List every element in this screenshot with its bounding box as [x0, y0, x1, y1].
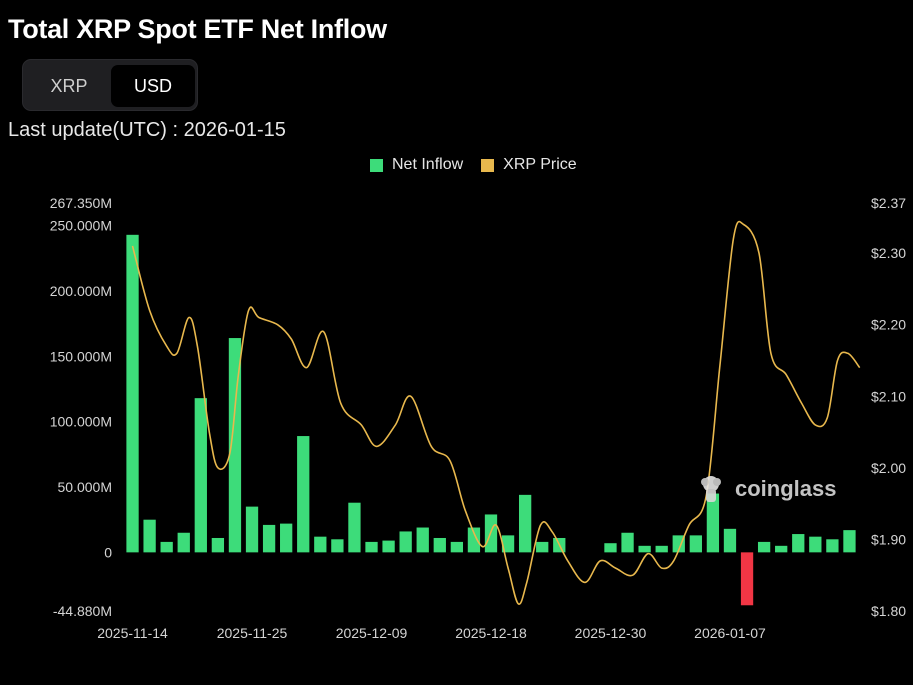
- inflow-bar: [262, 524, 276, 553]
- inflow-bar: [331, 539, 344, 553]
- x-tick-label: 2025-12-09: [336, 625, 408, 641]
- inflow-bar: [228, 338, 242, 553]
- inflow-bar: [655, 545, 668, 553]
- legend-label-net-inflow: Net Inflow: [392, 156, 464, 173]
- inflow-bar: [126, 234, 139, 553]
- inflow-bar: [536, 541, 549, 553]
- x-tick-label: 2025-11-25: [217, 625, 288, 641]
- legend-label-xrp-price: XRP Price: [503, 156, 577, 173]
- legend-swatch-net-inflow: [370, 158, 383, 172]
- inflow-bar: [297, 436, 310, 553]
- y-right-tick-label: $2.30: [871, 245, 906, 261]
- inflow-bar: [604, 543, 617, 553]
- inflow-bar: [416, 527, 429, 553]
- y-right-tick-label: $2.20: [871, 317, 906, 333]
- y-right-tick-label: $2.00: [871, 460, 906, 476]
- inflow-bar: [501, 535, 515, 553]
- inflow-bar: [706, 493, 720, 553]
- inflow-bar: [809, 536, 822, 553]
- toggle-usd-option[interactable]: USD: [111, 65, 195, 107]
- legend-item-xrp-price[interactable]: XRP Price: [481, 156, 577, 174]
- inflow-bar: [245, 506, 259, 553]
- inflow-bar: [143, 519, 156, 553]
- y-right-tick-label: $2.37: [871, 195, 906, 211]
- y-left-tick-label: 50.000M: [58, 479, 112, 495]
- inflow-bar: [399, 531, 412, 553]
- inflow-bar: [672, 535, 685, 553]
- inflow-bar: [450, 541, 464, 553]
- y-left-tick-label: 200.000M: [50, 283, 112, 299]
- y-right-tick-label: $1.90: [871, 531, 906, 547]
- inflow-bar: [757, 541, 771, 553]
- inflow-bar: [826, 539, 839, 553]
- inflow-bar: [280, 523, 293, 553]
- xrp-price-line: [131, 220, 861, 605]
- y-right-tick-label: $1.80: [871, 603, 906, 619]
- chart-legend[interactable]: Net Inflow XRP Price: [370, 155, 595, 175]
- y-left-tick-label: 267.350M: [50, 195, 112, 211]
- x-tick-label: 2026-01-07: [694, 625, 766, 641]
- inflow-bar: [382, 540, 395, 553]
- y-right-tick-label: $2.10: [871, 388, 906, 404]
- inflow-bar: [621, 532, 634, 553]
- legend-swatch-xrp-price: [481, 158, 495, 172]
- page-title: Total XRP Spot ETF Net Inflow: [8, 14, 387, 44]
- outflow-bar: [740, 552, 754, 606]
- y-left-tick-label: 100.000M: [50, 414, 112, 430]
- inflow-bar: [160, 541, 173, 553]
- inflow-bar: [211, 537, 225, 553]
- inflow-bar: [177, 532, 190, 553]
- toggle-xrp-option[interactable]: XRP: [50, 75, 88, 96]
- x-tick-label: 2025-11-14: [97, 625, 168, 641]
- inflow-bar: [348, 502, 361, 553]
- inflow-bar: [689, 535, 702, 553]
- inflow-bar: [792, 534, 805, 553]
- inflow-bar: [314, 536, 327, 553]
- inflow-bar: [638, 545, 651, 553]
- last-update-text: Last update(UTC) : 2026-01-15: [8, 119, 286, 141]
- y-left-tick-label: -44.880M: [53, 603, 112, 619]
- x-tick-label: 2025-12-18: [455, 625, 527, 641]
- legend-item-net-inflow[interactable]: Net Inflow: [370, 156, 463, 174]
- inflow-bar: [467, 527, 481, 553]
- inflow-bar: [723, 528, 737, 553]
- x-tick-label: 2025-12-30: [575, 625, 647, 641]
- inflow-bar: [843, 530, 856, 553]
- inflow-bar: [433, 537, 446, 553]
- y-left-tick-label: 250.000M: [50, 218, 112, 234]
- coinglass-watermark: coinglass: [697, 474, 836, 504]
- inflow-bar: [194, 398, 207, 553]
- y-left-tick-label: 150.000M: [50, 348, 112, 364]
- y-left-tick-label: 0: [104, 544, 112, 560]
- inflow-bar: [365, 541, 378, 553]
- inflow-bar: [775, 545, 788, 553]
- inflow-bar: [518, 494, 532, 553]
- coinglass-logo-icon: [697, 474, 725, 504]
- watermark-text: coinglass: [735, 476, 837, 501]
- currency-toggle[interactable]: XRP USD: [22, 59, 198, 111]
